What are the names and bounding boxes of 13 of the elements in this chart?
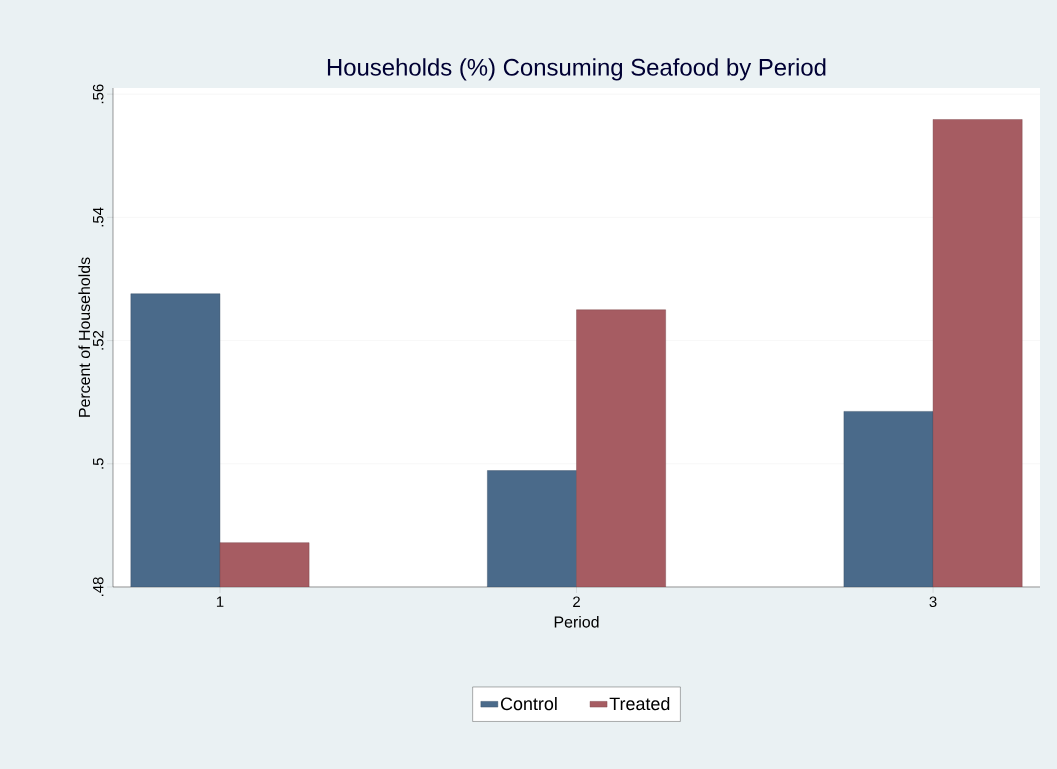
x-tick-label: 2 [573, 596, 580, 607]
y-tick-label: .52 [92, 330, 104, 350]
y-tick-label: .48 [92, 577, 104, 597]
y-tick-label: .5 [93, 458, 104, 469]
legend-label: Control [500, 696, 557, 711]
x-axis-title: Period [554, 615, 599, 628]
x-tick-label: 1 [216, 596, 224, 607]
y-axis-title: Percent of Households [78, 257, 91, 417]
chart-title: Households (%) Consuming Seafood by Period [327, 58, 826, 81]
y-tick-label: .54 [93, 207, 104, 227]
legend-label: Treated [609, 696, 670, 711]
x-tick-label: 3 [929, 596, 937, 608]
y-tick-label: .56 [92, 84, 104, 104]
